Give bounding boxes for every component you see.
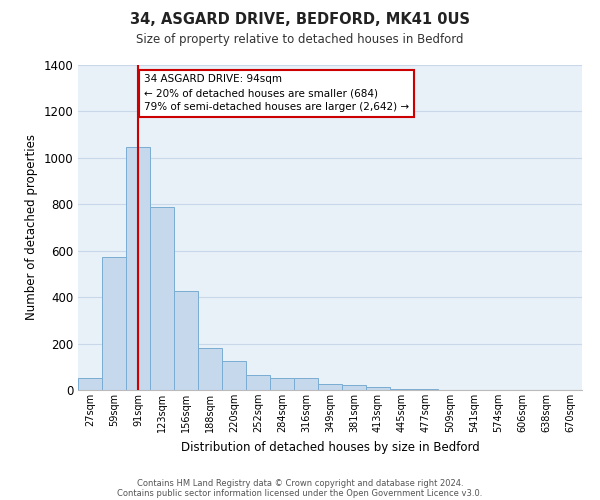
X-axis label: Distribution of detached houses by size in Bedford: Distribution of detached houses by size … [181, 440, 479, 454]
Bar [78, 378, 102, 390]
Text: 34, ASGARD DRIVE, BEDFORD, MK41 0US: 34, ASGARD DRIVE, BEDFORD, MK41 0US [130, 12, 470, 28]
Bar [222, 361, 246, 390]
Bar [366, 386, 390, 390]
Text: 34 ASGARD DRIVE: 94sqm
← 20% of detached houses are smaller (684)
79% of semi-de: 34 ASGARD DRIVE: 94sqm ← 20% of detached… [144, 74, 409, 112]
Y-axis label: Number of detached properties: Number of detached properties [25, 134, 38, 320]
Bar [150, 206, 174, 390]
Bar [294, 378, 318, 390]
Bar [390, 389, 414, 390]
Bar [342, 386, 366, 390]
Bar [174, 292, 198, 390]
Text: Contains public sector information licensed under the Open Government Licence v3: Contains public sector information licen… [118, 488, 482, 498]
Bar [126, 148, 150, 390]
Bar [246, 375, 270, 390]
Bar [102, 256, 126, 390]
Text: Size of property relative to detached houses in Bedford: Size of property relative to detached ho… [136, 32, 464, 46]
Bar [414, 389, 438, 390]
Bar [270, 378, 294, 390]
Text: Contains HM Land Registry data © Crown copyright and database right 2024.: Contains HM Land Registry data © Crown c… [137, 478, 463, 488]
Bar [198, 348, 222, 390]
Bar [318, 384, 342, 390]
